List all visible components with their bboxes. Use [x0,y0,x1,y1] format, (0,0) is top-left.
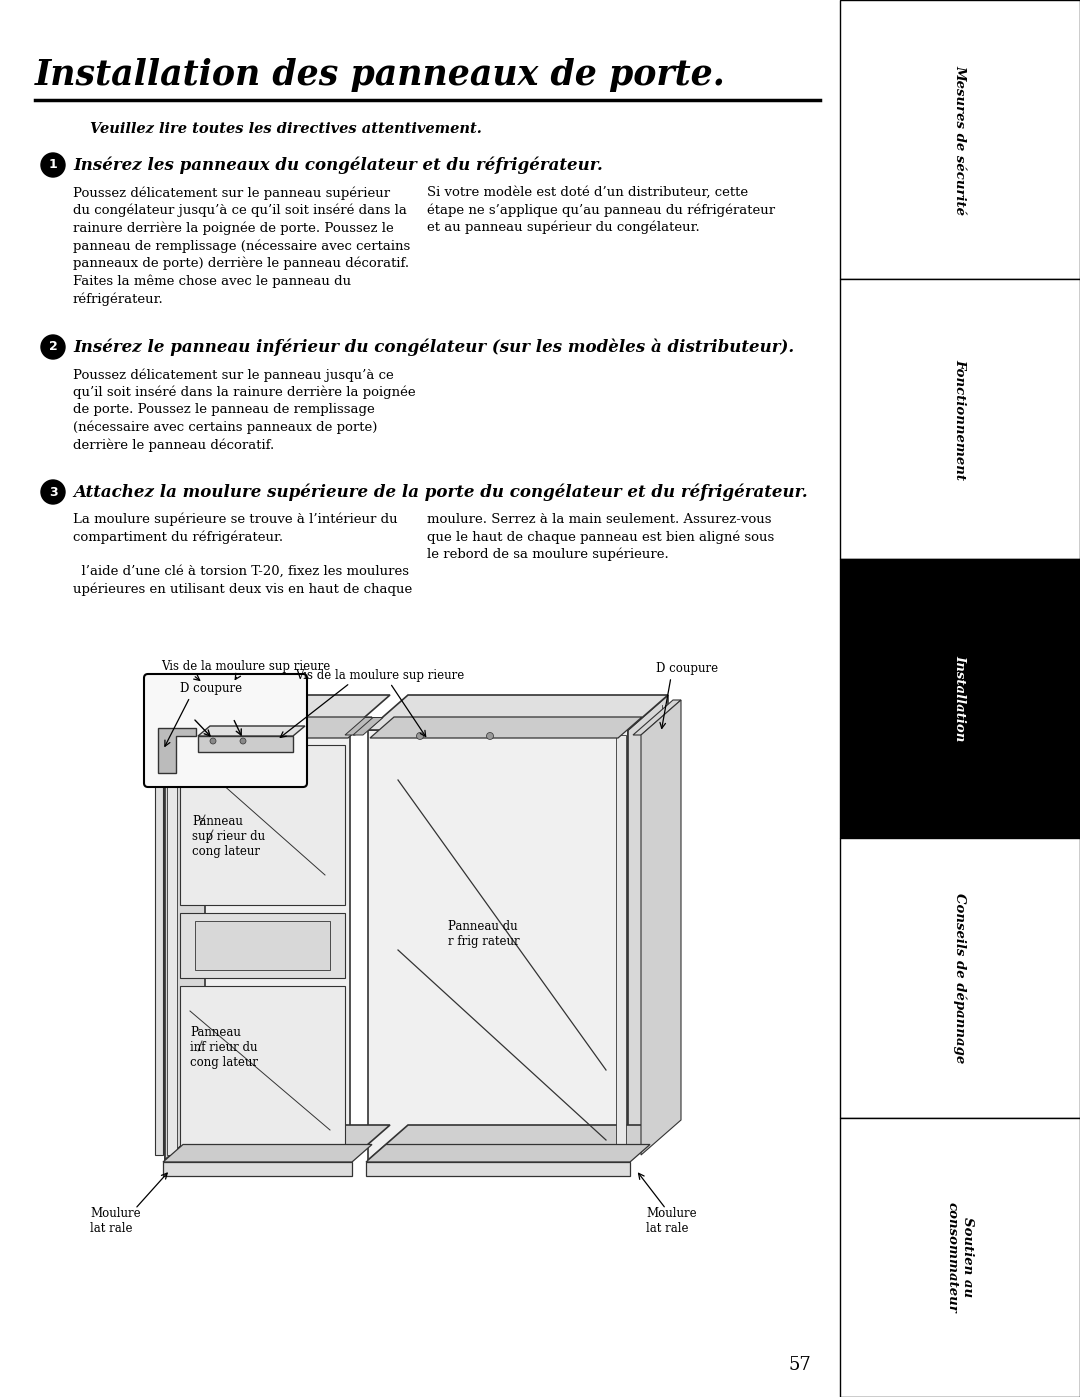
Text: La moulure supérieure se trouve à l’intérieur du
compartiment du réfrigérateur.
: La moulure supérieure se trouve à l’inté… [73,513,413,597]
Circle shape [240,738,246,745]
Polygon shape [163,1144,372,1162]
Text: Si votre modèle est doté d’un distributeur, cette
étape ne s’applique qu’au pann: Si votre modèle est doté d’un distribute… [427,186,775,235]
Polygon shape [198,726,305,736]
Text: 1: 1 [49,158,57,172]
Text: Insérez les panneaux du congélateur et du réfrigérateur.: Insérez les panneaux du congélateur et d… [73,156,603,173]
Polygon shape [167,735,177,1155]
Polygon shape [180,914,345,978]
Text: Mesures de sécurité: Mesures de sécurité [954,64,967,215]
Text: Vis de la moulure sup rieure: Vis de la moulure sup rieure [161,659,330,673]
Polygon shape [165,694,205,1160]
Polygon shape [366,1144,650,1162]
Text: Fonctionnement: Fonctionnement [954,359,967,479]
FancyBboxPatch shape [144,673,307,787]
Polygon shape [353,718,383,735]
Text: Panneau
inf rieur du
cong lateur: Panneau inf rieur du cong lateur [190,1025,258,1069]
Text: 57: 57 [788,1356,811,1375]
Bar [840,1118,1080,1397]
Text: Panneau
sup rieur du
cong lateur: Panneau sup rieur du cong lateur [192,814,265,858]
Text: Attachez la moulure supérieure de la porte du congélateur et du réfrigérateur.: Attachez la moulure supérieure de la por… [73,483,808,500]
Circle shape [252,732,258,739]
Text: Insérez le panneau inférieur du congélateur (sur les modèles à distributeur).: Insérez le panneau inférieur du congélat… [73,338,794,356]
Text: D coupure: D coupure [656,662,718,675]
Text: Poussez délicatement sur le panneau supérieur
du congélateur jusqu’à ce qu’il so: Poussez délicatement sur le panneau supé… [73,186,410,306]
Polygon shape [345,718,375,735]
Polygon shape [366,1162,630,1176]
Bar [840,559,1080,838]
Circle shape [41,481,65,504]
Circle shape [417,732,423,739]
Text: Installation: Installation [954,655,967,742]
Text: Poussez délicatement sur le panneau jusqu’à ce
qu’il soit inséré dans la rainure: Poussez délicatement sur le panneau jusq… [73,367,416,451]
Text: Veuillez lire toutes les directives attentivement.: Veuillez lire toutes les directives atte… [90,122,482,136]
Polygon shape [180,745,345,905]
Bar [840,279,1080,559]
Circle shape [210,738,216,745]
Polygon shape [198,736,293,752]
Polygon shape [616,735,626,1155]
Bar [840,838,1080,1118]
Polygon shape [368,1125,669,1160]
Text: Moulure
lat rale: Moulure lat rale [646,1207,697,1235]
Polygon shape [633,700,681,735]
Text: Vis de la moulure sup rieure: Vis de la moulure sup rieure [295,669,464,682]
Text: Soutien au
consommateur: Soutien au consommateur [946,1201,974,1313]
Polygon shape [368,694,669,731]
Text: D coupure: D coupure [180,682,242,694]
Polygon shape [370,717,642,738]
Bar [840,0,1080,279]
Polygon shape [368,731,627,1160]
Polygon shape [163,1162,352,1176]
Polygon shape [165,1125,390,1160]
Polygon shape [158,728,195,773]
Text: 2: 2 [49,341,57,353]
Polygon shape [642,700,681,1155]
Circle shape [202,732,208,739]
Text: 3: 3 [49,486,57,499]
Polygon shape [627,694,669,1160]
Polygon shape [165,694,390,731]
Polygon shape [175,717,372,738]
Polygon shape [180,986,345,1155]
Text: moulure. Serrez à la main seulement. Assurez-vous
que le haut de chaque panneau : moulure. Serrez à la main seulement. Ass… [427,513,774,562]
Polygon shape [195,921,330,970]
Polygon shape [165,731,350,1160]
Circle shape [41,335,65,359]
Text: Moulure
lat rale: Moulure lat rale [90,1207,140,1235]
Polygon shape [156,735,163,1155]
Text: Installation des panneaux de porte.: Installation des panneaux de porte. [35,59,726,92]
Text: Panneau du
r frig rateur: Panneau du r frig rateur [448,921,519,949]
Text: Conseils de dépannage: Conseils de dépannage [954,893,967,1063]
Circle shape [486,732,494,739]
Circle shape [41,154,65,177]
